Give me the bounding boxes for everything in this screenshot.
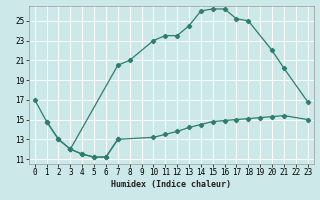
X-axis label: Humidex (Indice chaleur): Humidex (Indice chaleur) [111,180,231,189]
